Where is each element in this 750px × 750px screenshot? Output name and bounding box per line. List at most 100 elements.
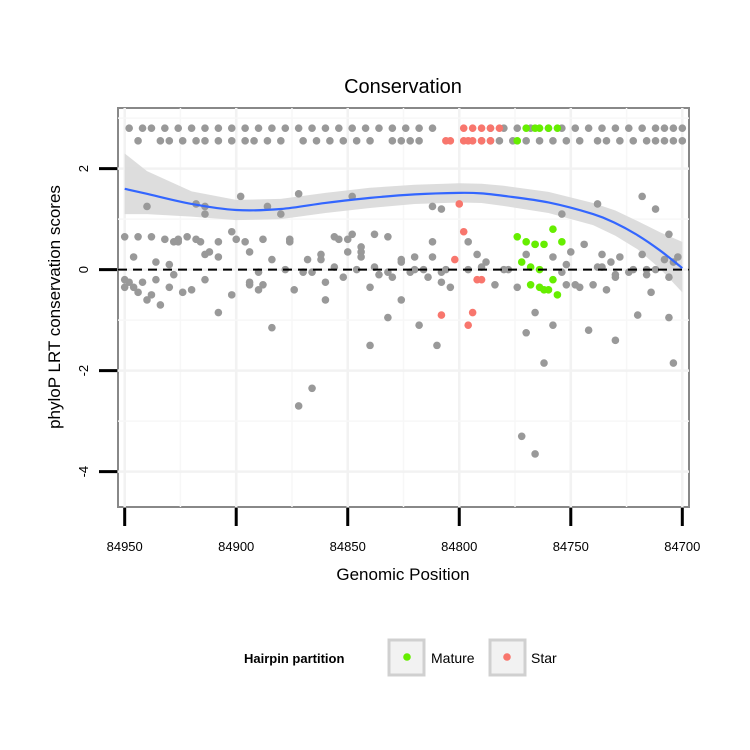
point-other — [241, 137, 249, 145]
point-other — [549, 253, 557, 261]
point-other — [259, 235, 267, 244]
point-other — [660, 255, 669, 264]
point-other — [201, 275, 209, 284]
point-other — [321, 278, 330, 287]
legend-label-star: Star — [531, 650, 557, 666]
point-other — [660, 137, 669, 145]
point-other — [232, 235, 241, 244]
point-other — [263, 202, 272, 211]
point-other — [611, 124, 620, 133]
point-other — [598, 250, 606, 259]
point-other — [611, 336, 620, 345]
point-other — [201, 124, 209, 133]
point-other — [134, 137, 142, 145]
point-other — [384, 232, 392, 241]
point-other — [669, 137, 678, 145]
point-star — [495, 124, 504, 133]
y-tick-label: 2 — [76, 165, 91, 172]
point-other — [629, 137, 638, 145]
point-other — [415, 124, 423, 133]
point-other — [294, 402, 303, 410]
point-other — [321, 124, 330, 133]
point-other — [138, 278, 147, 287]
point-other — [491, 280, 499, 289]
point-other — [129, 283, 138, 292]
point-other — [607, 258, 615, 266]
point-other — [575, 283, 584, 292]
point-other — [428, 253, 437, 261]
point-other — [120, 232, 129, 241]
point-other — [584, 124, 593, 133]
point-other — [522, 328, 530, 337]
point-star — [468, 124, 477, 133]
point-other — [370, 230, 379, 239]
point-other — [540, 359, 548, 367]
point-other — [236, 192, 245, 201]
point-other — [143, 202, 151, 211]
point-other — [201, 250, 209, 259]
point-other — [343, 248, 352, 256]
point-other — [589, 280, 597, 289]
point-other — [214, 308, 223, 317]
point-other — [375, 270, 383, 279]
point-star — [451, 255, 459, 264]
point-other — [437, 205, 446, 213]
point-other — [464, 238, 472, 246]
point-other — [651, 124, 660, 133]
point-other — [161, 235, 169, 244]
point-star — [486, 124, 495, 133]
point-other — [348, 124, 356, 133]
point-other — [169, 270, 178, 279]
x-tick-label: 84750 — [553, 539, 589, 554]
point-star — [473, 275, 481, 284]
point-other — [549, 137, 557, 145]
point-other — [562, 260, 571, 269]
y-tick-label: 0 — [76, 266, 91, 273]
point-other — [352, 265, 361, 274]
point-other — [531, 450, 539, 458]
point-star — [464, 321, 472, 329]
point-other — [424, 273, 432, 281]
point-other — [482, 258, 490, 266]
point-star — [446, 137, 455, 145]
point-other — [624, 124, 633, 133]
x-tick-label: 84700 — [664, 539, 700, 554]
point-other — [566, 248, 575, 256]
point-other — [674, 253, 682, 261]
legend-label-mature: Mature — [431, 650, 475, 666]
point-other — [125, 124, 133, 133]
point-mature — [540, 240, 548, 249]
point-other — [165, 283, 174, 292]
point-star — [477, 137, 486, 145]
point-other — [665, 273, 673, 281]
point-mature — [531, 240, 539, 249]
point-other — [642, 137, 651, 145]
point-other — [335, 235, 343, 244]
point-other — [339, 137, 348, 145]
y-axis: -4 -2 0 2 — [76, 165, 117, 477]
point-other — [375, 124, 383, 133]
point-other — [183, 232, 191, 241]
point-mature — [522, 238, 530, 246]
point-other — [268, 124, 276, 133]
point-other — [201, 210, 209, 218]
smooth-fit-line — [124, 187, 683, 269]
point-other — [669, 359, 678, 367]
point-other — [522, 250, 530, 259]
point-other — [152, 258, 160, 266]
point-other — [401, 124, 410, 133]
point-other — [352, 137, 361, 145]
point-other — [562, 280, 571, 289]
point-other — [156, 301, 165, 309]
point-mature — [558, 238, 566, 246]
point-other — [598, 124, 606, 133]
legend: Hairpin partition Mature Star — [244, 638, 557, 677]
point-other — [241, 124, 249, 133]
point-mature — [553, 124, 562, 133]
point-other — [165, 137, 174, 145]
point-other — [263, 137, 272, 145]
point-star — [437, 311, 446, 319]
point-star — [477, 124, 486, 133]
point-other — [678, 137, 687, 145]
point-other — [277, 210, 285, 218]
